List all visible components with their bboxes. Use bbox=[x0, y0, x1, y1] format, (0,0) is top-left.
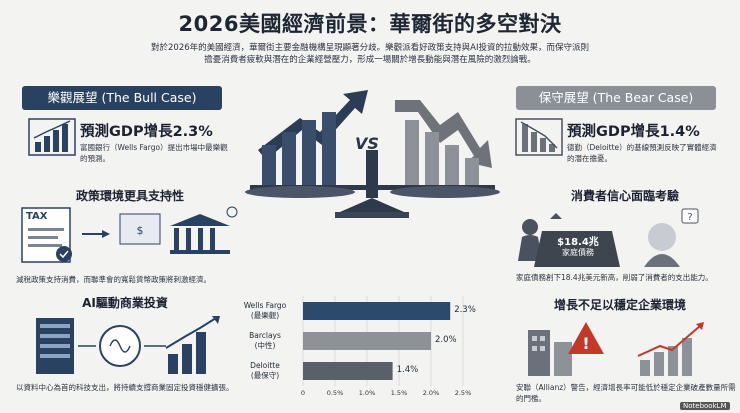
chart-tick-label: 0 bbox=[300, 389, 306, 397]
business-risk-illustration: ! bbox=[528, 322, 704, 376]
chart-value-label: 1.4% bbox=[396, 365, 419, 375]
chart-category-label: Wells Fargo (最樂觀) bbox=[243, 301, 287, 320]
tax-document-icon: $ bbox=[21, 206, 238, 263]
rising-arrow-icon bbox=[258, 90, 368, 185]
data-center-icon bbox=[36, 316, 220, 374]
page-subtitle: 對於2026年的美國經濟，華爾街主要金融機構呈現顯著分歧。樂觀派看好政策支持與A… bbox=[151, 43, 589, 65]
bull-ai-note: 以資料中心為首的科技支出，將持續支撐商業固定投資穩健擴張。 bbox=[16, 383, 234, 392]
bear-consumer-note: 家庭債務創下18.4兆美元新高，削弱了消費者的支出能力。 bbox=[516, 273, 713, 282]
chart-tick-label: 2.5% bbox=[454, 389, 472, 397]
chart-category-label: Barclays (中性) bbox=[249, 331, 281, 350]
chart-bar bbox=[303, 332, 431, 350]
bull-policy-title: 政策環境更具支持性 bbox=[75, 189, 184, 203]
bear-growth-title: 增長不足以穩定企業環境 bbox=[553, 298, 686, 312]
chart-bar bbox=[303, 362, 393, 380]
bull-case-header: 樂觀展望 (The Bull Case) bbox=[22, 86, 222, 110]
household-debt-illustration: ? bbox=[518, 208, 699, 267]
page-title: 2026美國經濟前景：華爾街的多空對決 bbox=[178, 12, 562, 36]
falling-arrow-icon bbox=[395, 100, 492, 185]
bear-gdp-note: 德勤（Deloitte）的基線預測反映了實體經濟的潛在擔憂。 bbox=[567, 143, 717, 163]
bear-case-header: 保守展望 (The Bear Case) bbox=[516, 86, 716, 110]
notebooklm-watermark: NotebookLM bbox=[680, 402, 730, 410]
svg-text:!: ! bbox=[582, 334, 589, 353]
chart-bar bbox=[303, 302, 451, 320]
chart-category-label: Deloitte (最保守) bbox=[250, 361, 280, 380]
chart-value-label: 2.3% bbox=[454, 305, 476, 315]
bull-gdp-forecast: 預測GDP增長2.3% bbox=[80, 124, 213, 140]
chart-tick-label: 1.0% bbox=[358, 389, 376, 397]
bear-gdp-forecast: 預測GDP增長1.4% bbox=[567, 124, 700, 140]
chart-tick-label: 1.5% bbox=[390, 389, 408, 397]
bear-growth-note: 安聯（Allianz）警告，經濟增長率可能低於穩定企業破產數量所需的門檻。 bbox=[516, 383, 736, 403]
svg-text:?: ? bbox=[687, 212, 692, 223]
gdp-forecast-bar-chart bbox=[302, 296, 464, 386]
tax-label: TAX bbox=[26, 211, 48, 222]
bull-ai-title: AI驅動商業投資 bbox=[82, 296, 168, 310]
bull-gdp-note: 富國銀行（Wells Fargo）提出市場中最樂觀的預測。 bbox=[80, 143, 228, 163]
household-debt-label: 家庭債務 bbox=[562, 248, 594, 257]
household-debt-amount: $18.4兆 bbox=[557, 237, 599, 248]
bar-chart-up-icon bbox=[28, 118, 76, 156]
bull-policy-note: 減稅政策支持消費，而聯準會的寬鬆貨幣政策將刺激經濟。 bbox=[16, 275, 211, 284]
svg-text:$: $ bbox=[137, 224, 144, 237]
bear-consumer-title: 消費者信心面臨考驗 bbox=[570, 189, 679, 203]
bar-chart-down-icon bbox=[515, 118, 563, 156]
chart-value-label: 2.0% bbox=[435, 335, 457, 345]
chart-tick-label: 2.0% bbox=[422, 389, 440, 397]
chart-tick-label: 0.5% bbox=[326, 389, 344, 397]
vs-label: VS bbox=[355, 134, 379, 153]
scale-beam bbox=[250, 185, 495, 190]
